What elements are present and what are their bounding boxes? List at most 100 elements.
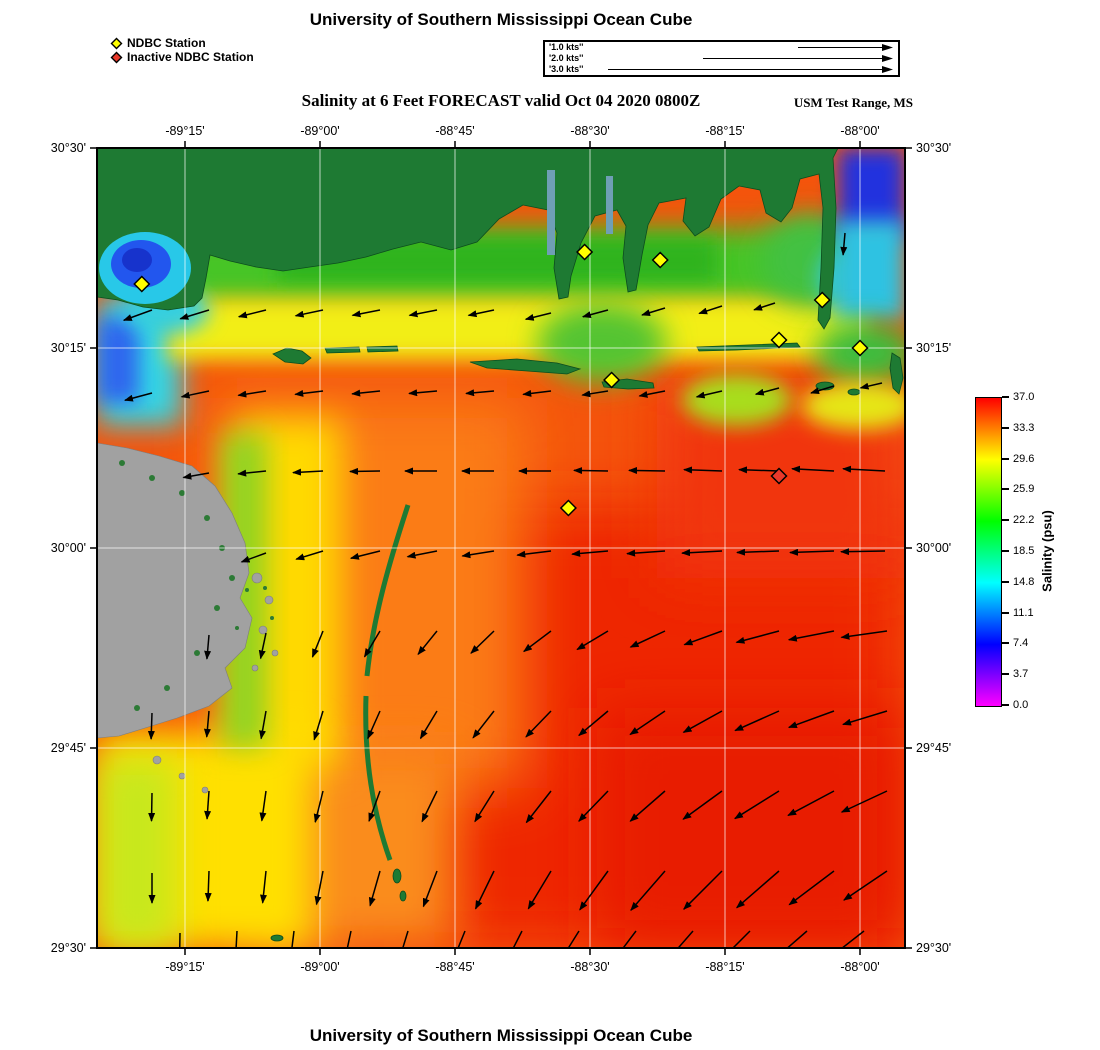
velocity-arrow-1kt-icon bbox=[798, 44, 893, 51]
marsh-islet bbox=[251, 664, 259, 672]
figure-title: University of Southern Mississippi Ocean… bbox=[309, 10, 693, 29]
current-vector-arrow bbox=[467, 309, 495, 318]
x-axis-tick-label: -88°30' bbox=[570, 960, 609, 974]
current-vector-arrow bbox=[567, 930, 580, 948]
current-vector-arrow bbox=[123, 392, 153, 402]
current-vector-arrow bbox=[734, 790, 780, 820]
x-axis-tick-label: -89°00' bbox=[300, 124, 339, 138]
current-vector-arrow bbox=[182, 472, 210, 480]
current-vector-arrow bbox=[698, 305, 723, 315]
marsh-islet bbox=[251, 572, 263, 584]
figure-footer-title: University of Southern Mississippi Ocean… bbox=[309, 1026, 693, 1045]
x-axis-tick-label: -89°15' bbox=[165, 124, 204, 138]
current-vector-arrow bbox=[516, 550, 552, 558]
current-vector-arrow bbox=[240, 552, 267, 563]
lake-water bbox=[122, 248, 152, 272]
ndbc-station-marker bbox=[770, 331, 788, 349]
current-vector-arrow bbox=[682, 790, 723, 820]
island bbox=[270, 934, 284, 942]
map-subtitle: Salinity at 6 Feet FORECAST valid Oct 04… bbox=[301, 91, 701, 110]
land-areas bbox=[97, 148, 904, 942]
current-vector-arrow bbox=[525, 710, 552, 738]
current-vector-arrow bbox=[351, 389, 381, 397]
current-vector-arrow bbox=[787, 630, 835, 642]
current-vector-arrow bbox=[402, 930, 409, 948]
current-vector-arrow bbox=[622, 930, 637, 948]
current-vector-arrow bbox=[465, 389, 495, 397]
colorbar-tick bbox=[1002, 580, 1009, 583]
current-vector-arrow bbox=[292, 468, 324, 476]
velocity-scale-box: '1.0 kts'' '2.0 kts'' '3.0 kts'' bbox=[543, 40, 900, 77]
current-vector-arrow bbox=[419, 710, 438, 740]
x-axis-tick-label: -88°30' bbox=[570, 124, 609, 138]
current-vector-arrow bbox=[295, 550, 324, 561]
ndbc-station-marker bbox=[851, 339, 869, 357]
current-vector-arrow bbox=[840, 232, 848, 256]
inactive-ndbc-station-diamond-icon bbox=[110, 51, 123, 63]
velocity-scale-row: '2.0 kts'' bbox=[545, 53, 898, 64]
colorbar-tick-label: 25.9 bbox=[1013, 483, 1035, 496]
current-vector-arrow bbox=[791, 465, 835, 473]
colorbar-tick-label: 0.0 bbox=[1013, 699, 1029, 711]
velocity-scale-label: '1.0 kts'' bbox=[549, 42, 584, 52]
current-vector-arrow bbox=[628, 467, 666, 475]
colorbar-tick-label: 22.2 bbox=[1013, 514, 1035, 527]
x-axis-tick-label: -88°45' bbox=[435, 960, 474, 974]
current-vector-arrow bbox=[235, 930, 238, 948]
map-axes: -89°15' -89°15' -89°00' -89°00' -88°45' -88°4… bbox=[51, 124, 951, 974]
current-vector-arrow bbox=[754, 387, 780, 396]
colorbar-tick bbox=[1002, 488, 1009, 491]
colorbar-tick bbox=[1002, 704, 1009, 706]
x-axis-tick-label: -89°00' bbox=[300, 960, 339, 974]
station-markers bbox=[133, 243, 869, 517]
ndbc-station-marker bbox=[603, 371, 621, 389]
marsh-islet bbox=[264, 595, 274, 605]
x-axis-tick-label: -89°15' bbox=[165, 960, 204, 974]
current-vector-arrow bbox=[237, 390, 267, 398]
colorbar-tick bbox=[1002, 642, 1009, 645]
velocity-arrow-3kt-icon bbox=[608, 66, 893, 73]
current-vector-arrow bbox=[311, 630, 324, 658]
velocity-scale-label: '3.0 kts'' bbox=[549, 64, 584, 74]
north-coast-land bbox=[97, 148, 839, 330]
ndbc-station-diamond-icon bbox=[110, 37, 123, 49]
legend-label: Inactive NDBC Station bbox=[127, 50, 254, 64]
current-vector-arrow bbox=[524, 312, 552, 321]
marsh-islet bbox=[152, 755, 162, 765]
current-vector-arrow bbox=[683, 466, 723, 474]
y-axis-tick-label: 30°00' bbox=[916, 541, 951, 555]
legend-row-ndbc-station: NDBC Station bbox=[110, 36, 254, 50]
current-vector-arrow bbox=[581, 309, 609, 319]
colorbar-tick-label: 18.5 bbox=[1013, 545, 1035, 557]
current-vector-arrow bbox=[259, 710, 267, 740]
y-axis-tick-label: 29°45' bbox=[916, 741, 951, 755]
current-vector-arrow bbox=[629, 710, 666, 736]
current-vector-arrow bbox=[314, 870, 324, 906]
current-vector-arrow bbox=[291, 930, 295, 948]
current-vector-arrow bbox=[788, 870, 835, 906]
current-vector-arrow bbox=[472, 710, 495, 739]
colorbar-tick bbox=[1002, 426, 1009, 429]
current-vector-arrow bbox=[204, 634, 212, 660]
current-vector-arrow bbox=[787, 790, 835, 817]
island-chain bbox=[363, 695, 393, 861]
legend-label: NDBC Station bbox=[127, 36, 206, 50]
current-vector-arrow bbox=[367, 710, 381, 740]
x-axis-tick-label: -88°45' bbox=[435, 124, 474, 138]
current-vector-arrow bbox=[527, 870, 552, 910]
current-vector-arrow bbox=[180, 390, 210, 399]
current-vector-arrow bbox=[787, 710, 835, 729]
current-vector-arrow bbox=[474, 870, 495, 910]
legend-row-inactive-ndbc-station: Inactive NDBC Station bbox=[110, 50, 254, 64]
marsh-islet bbox=[258, 625, 268, 635]
region-label: USM Test Range, MS bbox=[793, 95, 913, 110]
ndbc-station-marker bbox=[813, 291, 831, 309]
current-vector-arrow bbox=[421, 790, 438, 823]
current-vector-arrow bbox=[522, 389, 552, 397]
colorbar-tick bbox=[1002, 611, 1009, 614]
current-vector-arrow bbox=[179, 309, 210, 320]
current-vector-arrow bbox=[677, 930, 694, 948]
current-vector-arrow bbox=[349, 467, 381, 475]
current-vector-arrow bbox=[313, 710, 324, 741]
